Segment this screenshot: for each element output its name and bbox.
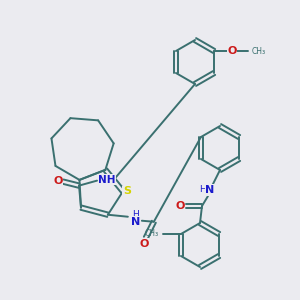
Text: H: H (133, 210, 139, 219)
Text: H: H (199, 185, 206, 194)
Text: O: O (139, 239, 148, 249)
Text: O: O (53, 176, 63, 186)
Text: N: N (131, 217, 140, 227)
Text: CH₃: CH₃ (252, 46, 266, 56)
Text: N: N (206, 185, 214, 195)
Text: CH₃: CH₃ (145, 230, 159, 238)
Text: O: O (227, 46, 237, 56)
Text: O: O (175, 201, 185, 211)
Text: NH: NH (98, 175, 116, 184)
Text: S: S (123, 186, 131, 197)
